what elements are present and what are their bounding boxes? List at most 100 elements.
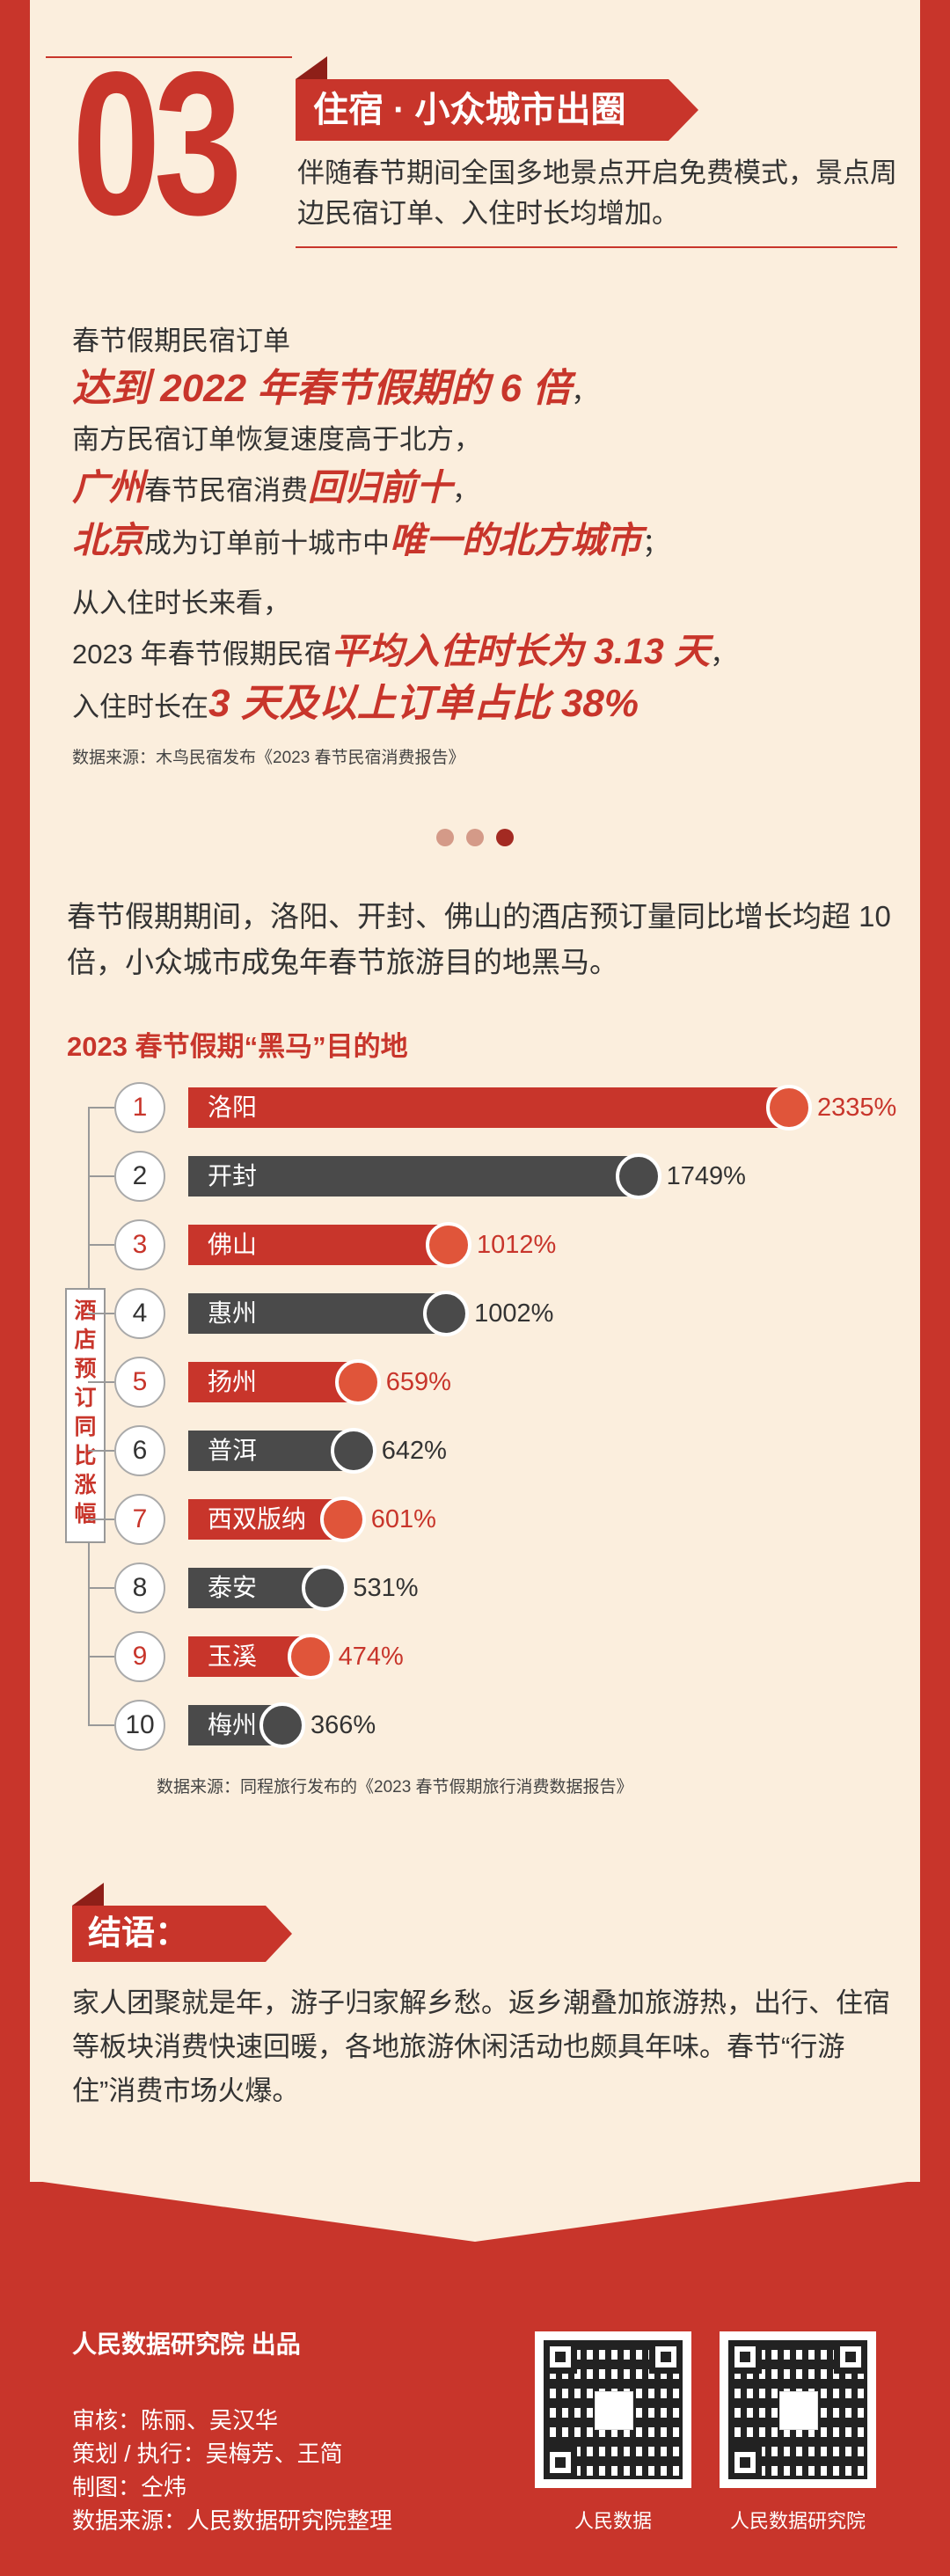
bar-end-marker	[426, 1222, 471, 1268]
rank-badge: 6	[114, 1425, 165, 1476]
hl-text: 2023 年春节假期民宿	[72, 639, 332, 670]
qr-code-renmin-data[interactable]	[535, 2331, 691, 2488]
qr-caption-2: 人民数据研究院	[729, 2510, 866, 2532]
qr-finder	[834, 2340, 867, 2374]
rank-connector	[88, 1519, 114, 1520]
bar-end-marker	[334, 1359, 381, 1405]
qr-finder	[649, 2340, 683, 2374]
qr-pattern	[544, 2340, 683, 2479]
value-label: 2335%	[816, 1094, 897, 1122]
qr-caption-1: 人民数据	[574, 2510, 652, 2532]
bar-end-marker	[259, 1702, 306, 1748]
hl-punct: ，	[452, 475, 479, 506]
rank-connector	[88, 1313, 114, 1314]
value-label: 1002%	[474, 1299, 554, 1328]
hl-text: 春节民宿消费	[144, 475, 308, 506]
value-label: 1012%	[477, 1231, 557, 1259]
bar: 扬州	[188, 1362, 358, 1402]
rank-badge: 3	[114, 1219, 165, 1270]
bar-end-marker	[615, 1153, 661, 1199]
hl-line-6: 从入住时长来看，	[72, 588, 290, 618]
qr-logo-icon	[595, 2391, 633, 2430]
rank-connector	[88, 1381, 114, 1383]
hl-text: 入住时长在	[72, 692, 208, 722]
rank-badge: 9	[114, 1631, 165, 1682]
section-intro: 伴随春节期间全国多地景点开启免费模式，景点周边民宿订单、入住时长均增加。	[297, 157, 897, 229]
value-label: 642%	[381, 1437, 447, 1465]
page-dot-2[interactable]	[466, 829, 484, 846]
bar: 开封	[188, 1156, 639, 1197]
hl-38pct: 3 天及以上订单占比 38%	[208, 682, 639, 725]
value-label: 601%	[370, 1505, 436, 1533]
rank-badge: 1	[114, 1082, 165, 1133]
rank-badge: 2	[114, 1151, 165, 1202]
rank-badge: 4	[114, 1288, 165, 1339]
section-title: 住宿 · 小众城市出圈	[296, 79, 698, 141]
rank-connector	[88, 1724, 114, 1726]
chart-source: 数据来源：同程旅行发布的《2023 春节假期旅行消费数据报告》	[157, 1778, 633, 1797]
chart-ylabel: 酒店预订同比涨幅	[65, 1288, 106, 1543]
rank-connector	[88, 1656, 114, 1658]
rank-connector	[88, 1244, 114, 1246]
hl-line-1: 春节假期民宿订单	[72, 326, 290, 356]
bar-end-marker	[765, 1085, 812, 1131]
bar-end-marker	[423, 1291, 470, 1336]
hl-top10: 回归前十	[308, 467, 452, 508]
qr-pattern	[728, 2340, 867, 2479]
bar: 西双版纳	[188, 1499, 343, 1540]
hl-beijing: 北京	[72, 520, 144, 560]
ribbon-fold	[296, 56, 327, 79]
conclusion-text: 家人团聚就是年，游子归家解乡愁。返乡潮叠加旅游热，出行、住宿等板块消费快速回暖，…	[72, 1987, 890, 2106]
qr-finder	[728, 2340, 762, 2374]
qr-code-renmin-institute[interactable]	[720, 2331, 876, 2488]
conclusion-title: 结语：	[72, 1906, 292, 1962]
hl-only-north: 唯一的北方城市	[390, 520, 642, 560]
rank-connector	[88, 1587, 114, 1589]
hl-guangzhou: 广州	[72, 467, 144, 508]
qr-finder	[544, 2446, 577, 2479]
bar: 普洱	[188, 1431, 354, 1471]
rank-badge: 7	[114, 1494, 165, 1545]
rank-badge: 10	[114, 1700, 165, 1751]
hl-text: 成为订单前十城市中	[144, 528, 390, 559]
qr-finder	[544, 2340, 577, 2374]
footer-data-source: 数据来源：人民数据研究院整理	[72, 2507, 393, 2534]
bar: 惠州	[188, 1293, 447, 1334]
footer-review: 审核：陈丽、吴汉华	[72, 2407, 279, 2433]
hl-punct: ，	[710, 639, 738, 670]
rank-connector	[88, 1175, 114, 1177]
rank-connector	[88, 1107, 114, 1109]
bar-end-marker	[287, 1634, 333, 1680]
page-dot-1[interactable]	[436, 829, 454, 846]
qr-logo-icon	[779, 2391, 818, 2430]
conclusion-fold	[72, 1883, 104, 1906]
value-label: 531%	[353, 1574, 419, 1602]
intro-rule	[296, 246, 897, 248]
page-dot-3-active[interactable]	[496, 829, 514, 846]
qr-finder	[728, 2446, 762, 2479]
bar: 佛山	[188, 1225, 449, 1265]
hl-line-3: 南方民宿订单恢复速度高于北方，	[72, 424, 481, 455]
highlights-block: 春节假期民宿订单 达到 2022 年春节假期的 6 倍， 南方民宿订单恢复速度高…	[72, 318, 908, 768]
value-label: 1749%	[666, 1162, 746, 1190]
bar: 泰安	[188, 1568, 325, 1608]
summary-paragraph: 春节假期期间，洛阳、开封、佛山的酒店预订量同比增长均超 10 倍，小众城市成兔年…	[67, 900, 891, 978]
value-label: 474%	[338, 1643, 404, 1671]
top-rule	[46, 56, 292, 58]
value-label: 659%	[385, 1368, 451, 1396]
bar-end-marker	[330, 1428, 376, 1474]
rank-badge: 8	[114, 1562, 165, 1614]
section-number: 03	[72, 30, 242, 258]
rank-badge: 5	[114, 1357, 165, 1408]
hl-orders-6x: 达到 2022 年春节假期的 6 倍	[72, 367, 572, 410]
footer-design: 制图：仝炜	[72, 2474, 187, 2500]
hl-avg-stay: 平均入住时长为 3.13 天	[331, 631, 711, 671]
bar: 洛阳	[188, 1087, 789, 1128]
value-label: 366%	[311, 1711, 376, 1739]
footer-plan: 策划 / 执行：吴梅芳、王简	[72, 2441, 343, 2467]
hl-punct: ；	[642, 528, 669, 559]
footer-producer: 人民数据研究院 出品	[72, 2331, 301, 2358]
card-bottom-point	[30, 2180, 920, 2242]
hl-punct: ，	[571, 377, 599, 407]
highlights-source: 数据来源：木鸟民宿发布《2023 春节民宿消费报告》	[72, 749, 465, 767]
